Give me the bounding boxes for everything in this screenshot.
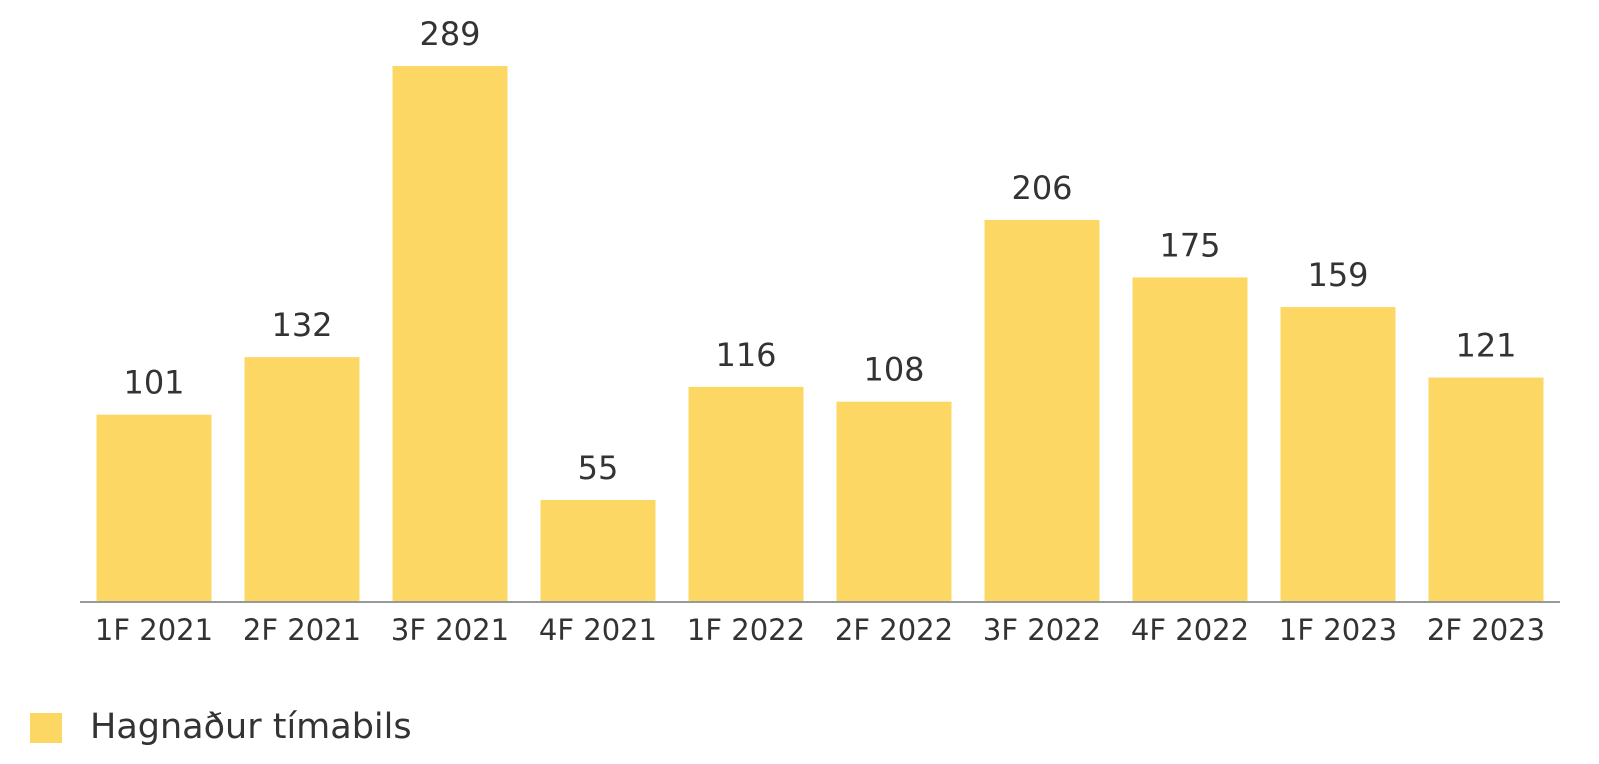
bar [836,401,952,602]
x-tick-label: 3F 2022 [983,613,1101,647]
value-label: 116 [715,336,776,374]
x-tick-label: 2F 2023 [1427,613,1545,647]
value-label: 121 [1455,327,1516,365]
bar [1132,277,1248,602]
bar [96,414,212,602]
bar [1428,377,1544,602]
legend-label: Hagnaður tímabils [90,707,412,747]
value-label: 108 [863,351,924,389]
x-tick-label: 2F 2022 [835,613,953,647]
bar [540,499,656,602]
value-label: 101 [123,364,184,402]
x-tick-label: 1F 2021 [95,613,213,647]
value-label: 132 [271,306,332,344]
x-tick-label: 1F 2022 [687,613,805,647]
bar [392,66,508,602]
value-label: 159 [1307,256,1368,294]
bar [244,357,360,602]
value-label: 289 [419,15,480,53]
value-label: 206 [1011,169,1072,207]
bar [1280,307,1396,602]
x-tick-label: 1F 2023 [1279,613,1397,647]
bar [688,386,804,602]
x-tick-label: 4F 2022 [1131,613,1249,647]
x-tick-label: 3F 2021 [391,613,509,647]
bar [984,219,1100,602]
legend-swatch [30,713,62,743]
value-label: 55 [578,449,619,487]
value-label: 175 [1159,226,1220,264]
x-tick-label: 2F 2021 [243,613,361,647]
x-tick-label: 4F 2021 [539,613,657,647]
